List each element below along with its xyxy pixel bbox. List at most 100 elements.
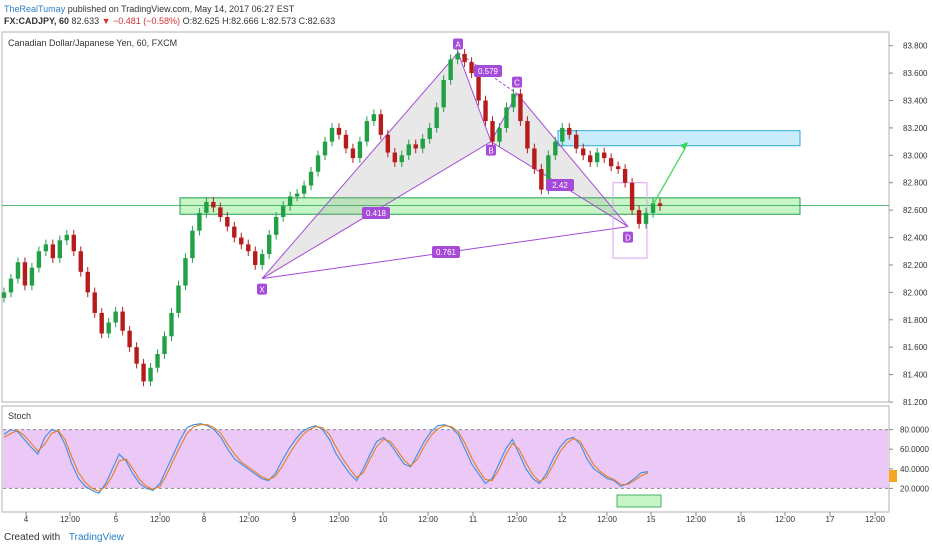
- candle-body: [574, 134, 579, 149]
- point-c-label-badge: [512, 76, 522, 88]
- support-zone: [179, 197, 801, 215]
- candle-body: [148, 367, 153, 382]
- created-with-label: Created with: [4, 532, 61, 543]
- candle-body: [36, 251, 42, 268]
- point-b-label: B: [488, 147, 493, 156]
- candle-body: [64, 234, 70, 241]
- candle-body: [232, 226, 237, 238]
- stoch-tick-label: 80.0000: [900, 426, 929, 435]
- candle-body: [113, 311, 118, 323]
- x-tick-label: 12:00: [865, 515, 886, 524]
- point-x-label-badge: [257, 283, 267, 295]
- candle-body: [518, 93, 523, 122]
- candle-body: [287, 196, 293, 207]
- candle-body: [420, 138, 425, 149]
- candle-body: [608, 158, 614, 167]
- candle-body: [525, 121, 530, 149]
- candle-body: [378, 114, 384, 135]
- x-tick-label: 10: [379, 515, 388, 524]
- candle-body: [50, 244, 56, 259]
- candle-body: [476, 73, 481, 101]
- candle-body: [650, 203, 656, 213]
- candle-body: [490, 121, 495, 142]
- y-tick-label: 83.600: [903, 69, 928, 78]
- point-d-label: D: [625, 234, 631, 243]
- stoch-tick-label: 60.0000: [900, 445, 929, 454]
- candle-body: [636, 210, 642, 224]
- candle-body: [308, 171, 314, 186]
- stoch-k-line: [3, 423, 649, 494]
- candle-body: [469, 62, 474, 74]
- candle-body: [225, 217, 230, 227]
- candle-body: [71, 234, 76, 252]
- point-d-label-badge: [623, 231, 633, 243]
- stoch-value-tag: [889, 470, 897, 482]
- candle-body: [176, 285, 181, 313]
- y-tick-label: 83.000: [903, 151, 928, 160]
- last-price: 82.633: [71, 16, 100, 26]
- symbol-line: FX:CADJPY, 60 82.633 ▼ −0.481 (−0.58%) O…: [4, 16, 335, 26]
- stoch-band: [3, 429, 888, 489]
- x-tick-label: 12:00: [597, 515, 618, 524]
- candle-body: [434, 107, 439, 128]
- x-tick-label: 12:00: [239, 515, 260, 524]
- candle-body: [273, 217, 279, 235]
- candle-body: [99, 312, 104, 334]
- candle-body: [455, 53, 460, 60]
- candle-body: [134, 347, 139, 364]
- y-tick-label: 82.800: [903, 179, 928, 188]
- candle-body: [29, 267, 35, 286]
- chart-area[interactable]: Canadian Dollar/Japanese Yen, 60, FXCM S…: [0, 30, 932, 550]
- y-tick-label: 83.400: [903, 97, 928, 106]
- candle-body: [204, 201, 209, 213]
- candle-body: [483, 100, 488, 122]
- y-tick-label: 83.800: [903, 42, 928, 51]
- ratio-label: 0.579: [478, 67, 499, 76]
- x-tick-label: 17: [826, 515, 835, 524]
- x-tick-label: 12:00: [418, 515, 439, 524]
- x-tick-label: 12:00: [686, 515, 707, 524]
- publish-line: TheRealTumay published on TradingView.co…: [4, 4, 294, 14]
- candle-body: [406, 144, 411, 156]
- point-a-label-badge: [453, 38, 463, 50]
- target-zone: [557, 130, 801, 147]
- author-link[interactable]: TheRealTumay: [4, 4, 66, 14]
- chart-title: Canadian Dollar/Japanese Yen, 60, FXCM: [8, 38, 177, 48]
- x-tick-label: 12: [558, 515, 567, 524]
- ratio-label: 2.42: [552, 181, 568, 190]
- tradingview-brand[interactable]: TradingView: [68, 532, 124, 543]
- x-tick-label: 12:00: [150, 515, 171, 524]
- candle-body: [364, 121, 370, 142]
- candle-body: [357, 141, 363, 159]
- candle-body: [1, 292, 7, 298]
- candle-body: [567, 127, 572, 135]
- candle-body: [329, 127, 335, 142]
- candle-body: [560, 127, 565, 142]
- candle-body: [392, 152, 398, 163]
- candle-body: [615, 166, 621, 170]
- candle-body: [183, 258, 188, 286]
- candle-body: [315, 155, 321, 172]
- y-tick-label: 81.600: [903, 343, 928, 352]
- x-tick-label: 5: [114, 515, 119, 524]
- point-x-label: X: [259, 286, 265, 295]
- candle-body: [106, 322, 111, 334]
- candle-body: [239, 237, 244, 245]
- candle-body: [594, 152, 600, 163]
- candle-body: [301, 185, 307, 194]
- candle-body: [553, 141, 558, 156]
- x-tick-label: 8: [202, 515, 207, 524]
- x-tick-label: 16: [737, 515, 746, 524]
- x-tick-label: 4: [24, 515, 29, 524]
- symbol-label: FX:CADJPY, 60: [4, 16, 70, 26]
- candle-body: [413, 144, 418, 149]
- price-change: ▼ −0.481 (−0.58%): [101, 16, 181, 26]
- candle-body: [427, 127, 432, 139]
- candle-body: [657, 203, 663, 207]
- x-tick-label: 12:00: [329, 515, 350, 524]
- candle-body: [155, 354, 160, 368]
- candle-body: [169, 312, 174, 337]
- stoch-tick-label: 40.0000: [900, 465, 929, 474]
- candle-body: [343, 134, 349, 149]
- y-tick-label: 81.200: [903, 398, 928, 407]
